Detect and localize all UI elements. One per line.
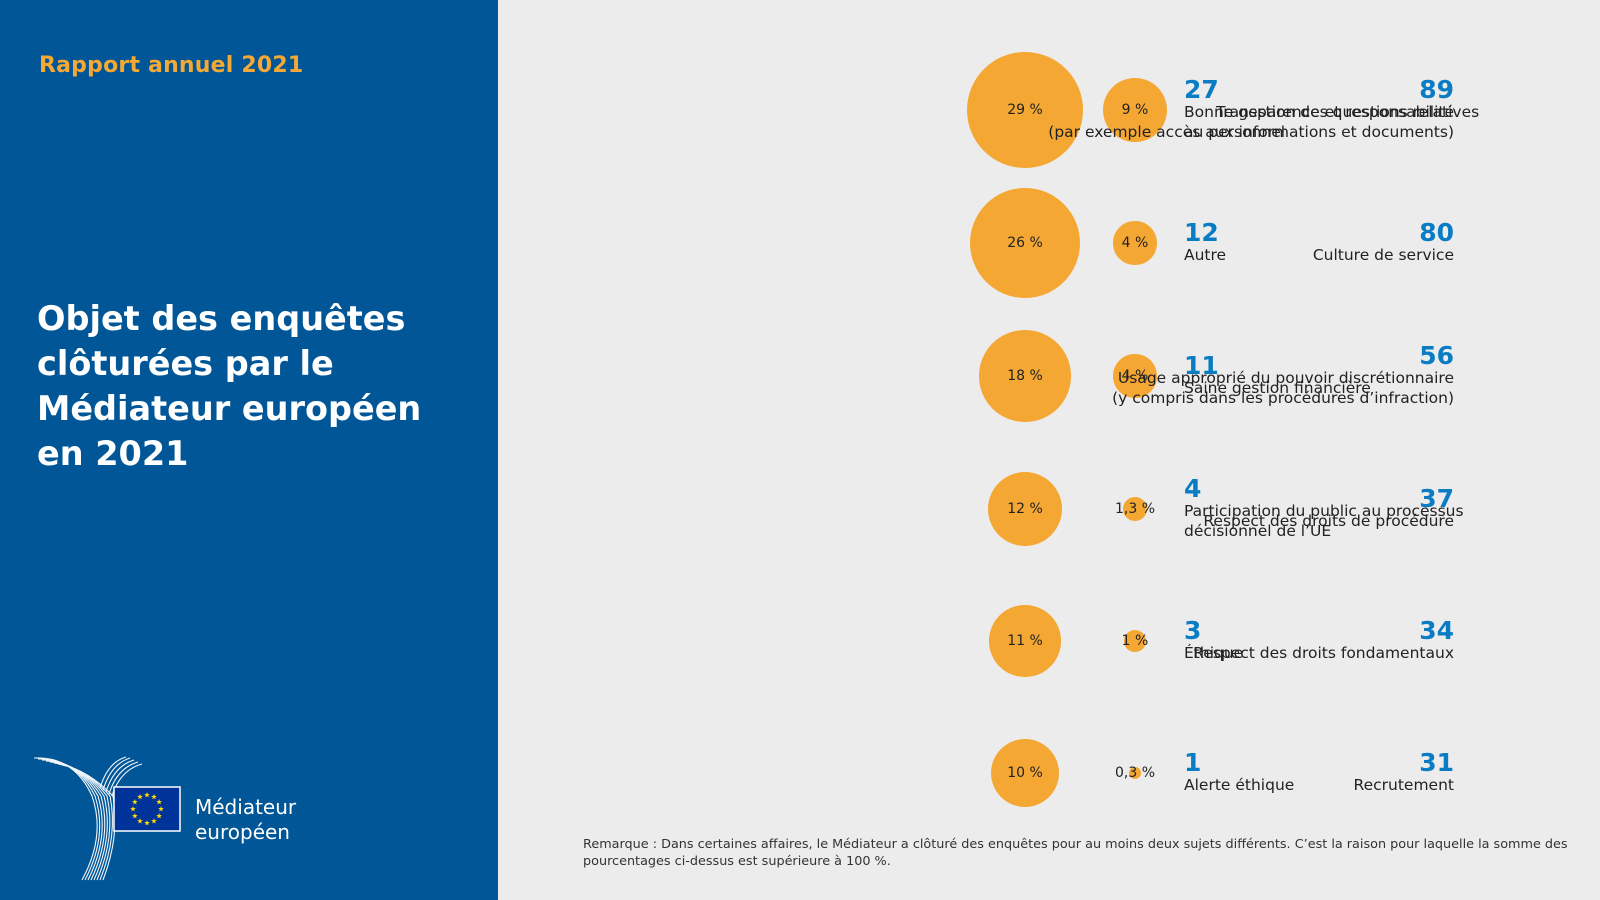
category-label: Autre — [1184, 246, 1227, 264]
category-right-0: 27 Bonne gestion des questions relatives a… — [1184, 76, 1584, 156]
star-icon — [156, 799, 162, 805]
category-label: Transparence et responsabilité — [1216, 103, 1454, 121]
percent-label: 29 % — [1007, 102, 1043, 118]
count-value: 80 — [1419, 218, 1454, 247]
bubble-right-3 — [1122, 496, 1148, 522]
category-label: Alerte éthique — [1184, 776, 1295, 794]
title-line: clôturées par le — [37, 344, 334, 383]
category-left-3: 37 Respect des droits de procédure — [1034, 485, 1454, 565]
bubble-left-5 — [990, 738, 1060, 808]
footnote: Remarque : Dans certaines affaires, le M… — [583, 837, 1568, 869]
percent-label: 9 % — [1121, 102, 1149, 118]
ribbon-icon — [34, 756, 143, 881]
star-icon — [130, 806, 136, 812]
bubble-left-2 — [979, 330, 1071, 422]
count-value: 12 — [1184, 218, 1219, 247]
bubble-left-3 — [987, 471, 1063, 547]
category-label: Usage approprié du pouvoir discrétionnai… — [1117, 369, 1454, 387]
category-left-2: 56 Usage approprié du pouvoir discrétionn… — [1034, 342, 1454, 422]
star-icon — [151, 818, 157, 824]
bubble-chart: 29 % 26 % 18 % 12 % 11 % 10 % 9 % 4 % 4 % 1,3 % 1 … — [498, 0, 1600, 900]
count-value: 56 — [1419, 341, 1454, 370]
category-left-5: 31 Recrutement — [1034, 749, 1454, 829]
logo-text-line: Médiateur — [195, 795, 297, 819]
percent-label: 4 % — [1121, 235, 1149, 251]
percent-label: 10 % — [1007, 765, 1043, 781]
category-label: au personnel — [1184, 123, 1286, 141]
count-value: 11 — [1184, 351, 1219, 380]
star-icon — [144, 792, 150, 798]
percent-label: 4 % — [1121, 368, 1149, 384]
title-line: Objet des enquêtes — [37, 299, 406, 338]
count-value: 34 — [1419, 616, 1454, 645]
category-left-1: 80 Culture de service — [1034, 219, 1454, 299]
star-icon — [144, 820, 150, 826]
category-left-0: 89 Transparence et responsabilité (par exe… — [1034, 76, 1454, 156]
category-label: (par exemple accès aux informations et d… — [1048, 123, 1454, 141]
page-title: Objet des enquêtes clôturées par le Médi… — [37, 296, 477, 476]
percent-label: 1 % — [1121, 633, 1149, 649]
bubble-right-4 — [1124, 630, 1146, 652]
ombudsman-logo — [34, 756, 181, 881]
flag-stars — [130, 792, 164, 826]
star-icon — [151, 793, 157, 800]
percent-label: 1,3 % — [1114, 501, 1156, 517]
category-label: Bonne gestion des questions relatives — [1184, 103, 1480, 121]
count-value: 37 — [1419, 484, 1454, 513]
count-value: 89 — [1419, 75, 1454, 104]
category-right-5: 1 Alerte éthique — [1184, 749, 1584, 829]
bubble-left-0 — [966, 51, 1084, 169]
left-panel: Rapport annuel 2021 Objet des enquêtes c… — [0, 0, 498, 900]
bubble-left-4 — [989, 605, 1061, 677]
category-label: Saine gestion financière — [1184, 379, 1371, 397]
category-label: décisionnel de l’UE — [1184, 522, 1332, 540]
category-right-4: 3 Éthique — [1184, 617, 1584, 697]
bubble-right-1 — [1113, 221, 1157, 265]
category-label: Éthique — [1184, 644, 1244, 662]
logo-text: Médiateur européen — [195, 795, 296, 845]
category-right-1: 12 Autre — [1184, 219, 1584, 299]
percent-label: 18 % — [1007, 368, 1043, 384]
count-value: 4 — [1184, 474, 1202, 503]
percent-label: 11 % — [1007, 633, 1043, 649]
count-value: 1 — [1184, 748, 1202, 777]
percent-label: 12 % — [1007, 501, 1043, 517]
star-icon — [137, 793, 143, 800]
percent-label: 0,3 % — [1114, 765, 1156, 781]
report-label: Rapport annuel 2021 — [39, 53, 304, 78]
star-icon — [156, 813, 162, 819]
category-label: Recrutement — [1353, 776, 1454, 794]
category-right-2: 11 Saine gestion financière — [1184, 352, 1584, 432]
count-value: 31 — [1419, 748, 1454, 777]
count-value: 27 — [1184, 75, 1219, 104]
star-icon — [137, 818, 143, 824]
category-label: Respect des droits fondamentaux — [1193, 644, 1454, 662]
logo-text-line: européen — [195, 820, 290, 844]
title-line: Médiateur européen — [37, 389, 422, 428]
category-label: Culture de service — [1312, 246, 1454, 264]
star-icon — [132, 799, 138, 805]
category-label: (y compris dans les procédures d’infract… — [1112, 389, 1454, 407]
category-left-4: 34 Respect des droits fondamentaux — [1034, 617, 1454, 697]
bubble-right-0 — [1102, 77, 1168, 143]
category-label: Respect des droits de procédure — [1203, 512, 1454, 530]
bubble-right-2 — [1113, 354, 1157, 398]
title-line: en 2021 — [37, 434, 189, 473]
category-right-3: 4 Participation du public au processus déc… — [1184, 475, 1584, 555]
count-value: 3 — [1184, 616, 1202, 645]
bubble-right-5 — [1129, 767, 1141, 779]
star-icon — [132, 813, 138, 819]
category-label: Participation du public au processus — [1184, 502, 1464, 520]
percent-label: 26 % — [1007, 235, 1043, 251]
bubble-left-1 — [969, 187, 1081, 299]
star-icon — [158, 806, 164, 812]
